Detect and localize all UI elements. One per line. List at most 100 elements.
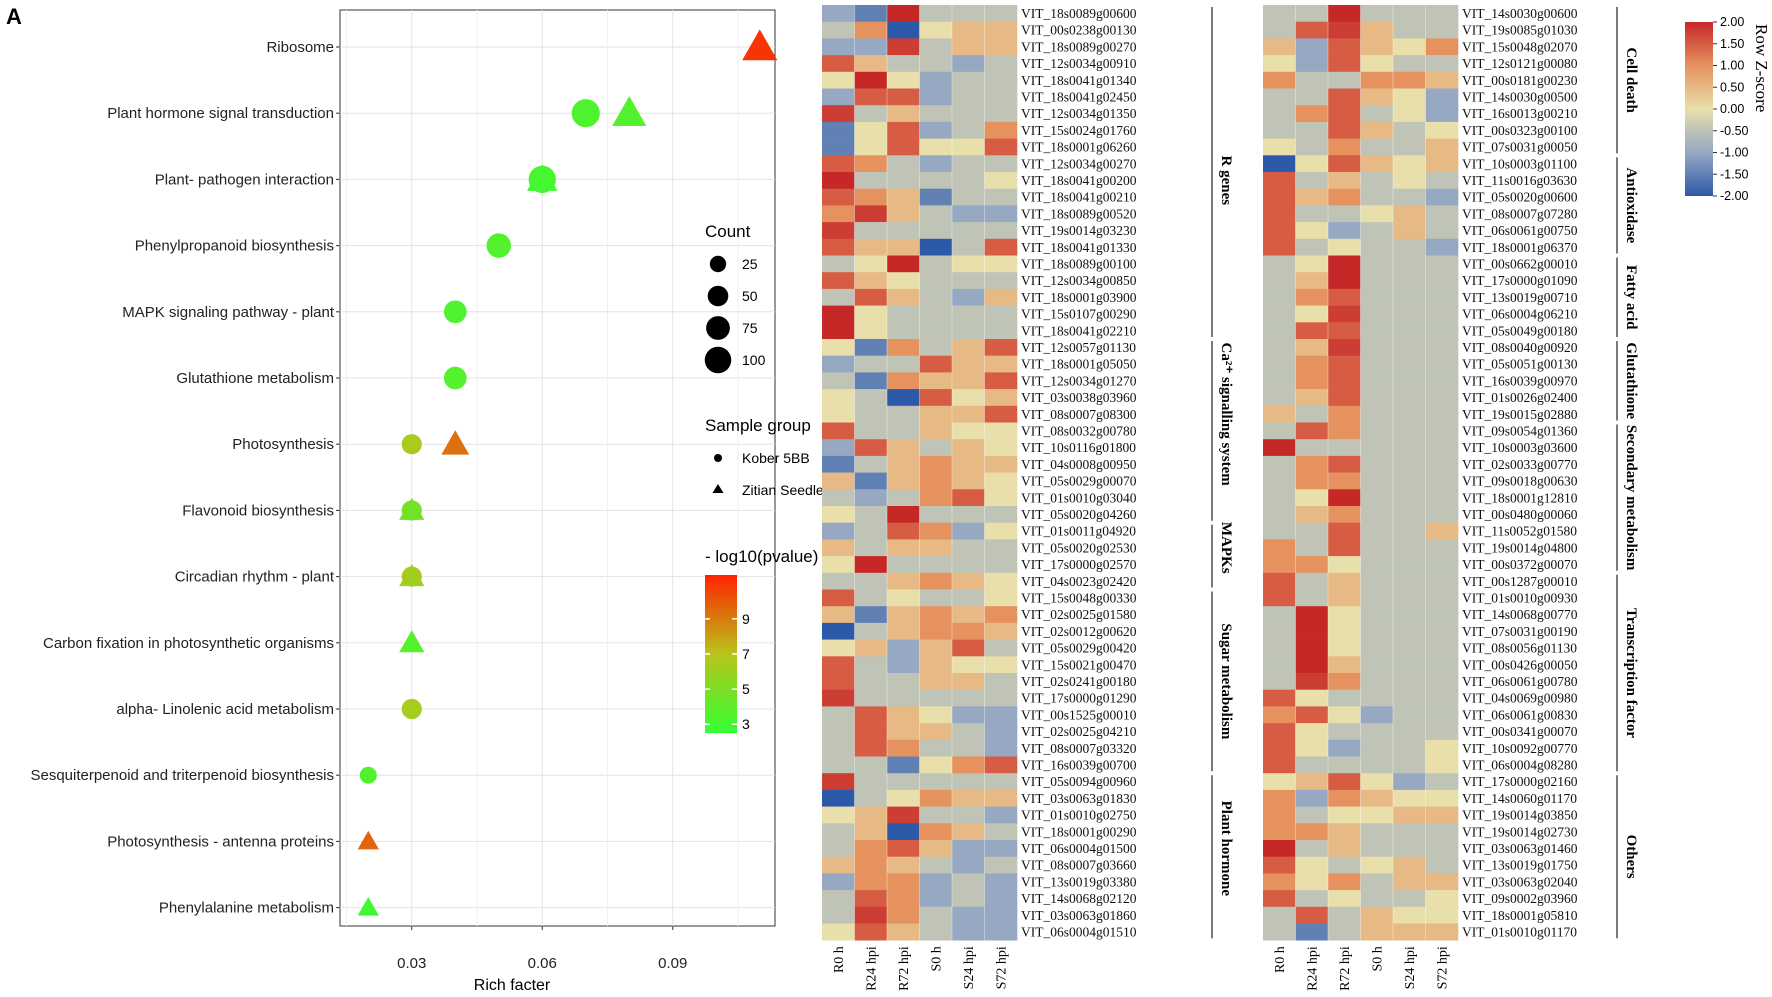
heatmap-cell [1263, 589, 1296, 607]
heatmap-cell [854, 121, 888, 139]
heatmap-cell [1393, 706, 1426, 724]
heatmap-cell [887, 739, 920, 757]
heatmap-cell [887, 105, 920, 123]
heatmap-cell [1295, 539, 1329, 557]
heatmap-cell [984, 88, 1018, 106]
heatmap-cell [919, 923, 953, 941]
heatmap-cell [887, 372, 920, 390]
heatmap-cell [1263, 5, 1296, 22]
count-legend-value: 50 [742, 288, 758, 304]
heatmap-cell [822, 389, 855, 407]
heatmap-cell [1425, 673, 1459, 690]
heatmap-cell [854, 305, 888, 323]
heatmap-cell [1328, 121, 1361, 139]
heatmap-cell [854, 706, 888, 724]
group-label: Fatty acid [1623, 265, 1639, 330]
point-kober-5bb [359, 766, 377, 784]
gene-label: VIT_10s0116g01800 [1021, 440, 1136, 455]
heatmap-cell [952, 355, 985, 373]
pathway-label: Circadian rhythm - plant [175, 569, 335, 586]
heatmap-cell-borders [854, 5, 985, 941]
heatmap-cell [1393, 439, 1426, 457]
heatmap-cell [919, 773, 953, 791]
heatmap-cell [919, 856, 953, 874]
heatmap-cell [919, 789, 953, 807]
heatmap-cell [1425, 472, 1459, 490]
group-label: Cell death [1623, 47, 1639, 113]
heatmap-cell [822, 606, 855, 624]
heatmap-cell [822, 489, 855, 507]
heatmap-cell [984, 906, 1018, 924]
count-legend-dot [704, 346, 732, 374]
heatmap-cell [887, 856, 920, 874]
heatmap-cell [1263, 88, 1296, 106]
heatmap-cell [1360, 172, 1394, 189]
heatmap-cell [1393, 355, 1426, 373]
heatmap-cell [984, 5, 1018, 22]
heatmap-cell [952, 339, 985, 356]
heatmap-cell [1263, 255, 1296, 273]
heatmap-cell [887, 222, 920, 240]
pathway-label: Plant- pathogen interaction [155, 171, 334, 188]
heatmap-cell [1393, 539, 1426, 557]
heatmap-cell [887, 188, 920, 206]
heatmap-cell [1328, 88, 1361, 106]
heatmap-cell [1295, 522, 1329, 540]
heatmap-cell [854, 873, 888, 891]
heatmap-cell [1328, 689, 1361, 707]
heatmap-cell [919, 138, 953, 156]
gene-label: VIT_14s0060g01170 [1462, 791, 1577, 806]
heatmap-cell [854, 890, 888, 908]
heatmap-cell [1263, 238, 1296, 256]
heatmap-cell [1393, 322, 1426, 340]
heatmap-cell [1360, 372, 1394, 390]
group-label: Antioxidase [1623, 167, 1639, 243]
heatmap-cell [952, 639, 985, 657]
heatmap-cell [1328, 21, 1361, 39]
heatmap-cell [984, 756, 1018, 774]
heatmap-cell [1328, 389, 1361, 407]
heatmap-cell [919, 906, 953, 924]
heatmap-cell [952, 756, 985, 774]
heatmap-cell [1360, 840, 1394, 857]
heatmap-cell [1263, 622, 1296, 640]
point-zitian-seedless [399, 630, 425, 653]
heatmap-cell [919, 539, 953, 557]
zscore-tick-label: -0.50 [1720, 124, 1749, 138]
heatmap-cell [984, 673, 1018, 690]
heatmap-cell [1328, 639, 1361, 657]
pvalue-tick-label: 5 [742, 681, 750, 697]
gene-label: VIT_00s0372g00070 [1462, 557, 1578, 572]
heatmap-cell [919, 622, 953, 640]
heatmap-cell [1263, 372, 1296, 390]
heatmap-cell [1360, 589, 1394, 607]
heatmap-cell [1360, 489, 1394, 507]
zscore-tick-label: 2.00 [1720, 15, 1744, 29]
heatmap-cell [1295, 305, 1329, 323]
heatmap-cell [1360, 472, 1394, 490]
column-label: R0 h [1273, 946, 1288, 973]
heatmap-cell [1393, 339, 1426, 356]
heatmap-cell [1360, 572, 1394, 590]
heatmap-cell [984, 422, 1018, 440]
heatmap-cell [1295, 188, 1329, 206]
heatmap-cell [1360, 38, 1394, 56]
heatmap-cell [1360, 71, 1394, 89]
heatmap-cell [822, 739, 855, 757]
heatmap-cell [1295, 756, 1329, 774]
gene-label: VIT_10s0003g03600 [1462, 440, 1578, 455]
heatmap-cell [919, 155, 953, 173]
heatmap-cell [887, 21, 920, 39]
heatmap-cell [822, 439, 855, 457]
heatmap-cell [1295, 890, 1329, 908]
gene-label: VIT_02s0012g00620 [1021, 624, 1137, 639]
zscore-tick-label: 0.00 [1720, 102, 1744, 116]
heatmap-cell [1295, 873, 1329, 891]
gene-label: VIT_14s0030g00500 [1462, 90, 1578, 105]
heatmap-cell [1425, 205, 1459, 223]
heatmap-cell [952, 288, 985, 306]
pvalue-legend-title: - log10(pvalue) [705, 547, 818, 566]
heatmap-cell [1263, 172, 1296, 189]
count-legend-value: 100 [742, 352, 766, 368]
heatmap-cell [984, 205, 1018, 223]
